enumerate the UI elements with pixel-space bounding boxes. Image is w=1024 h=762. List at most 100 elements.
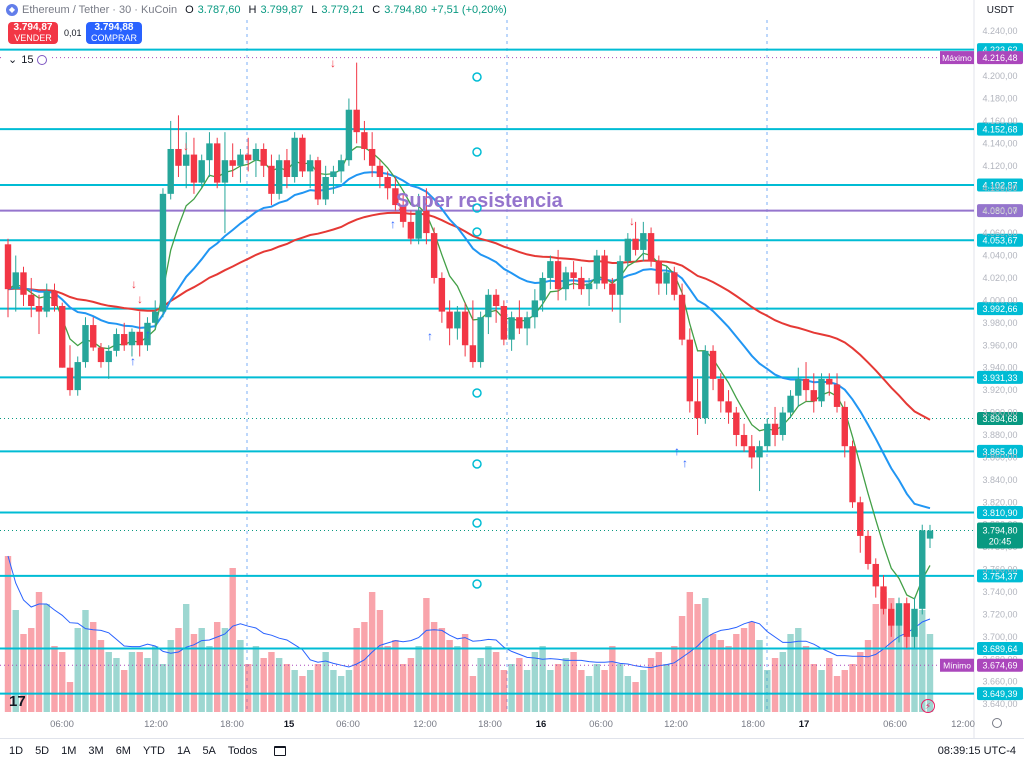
alarm-icon <box>472 579 482 589</box>
spread-value: 0,01 <box>64 28 82 38</box>
candle-body <box>299 137 306 172</box>
candle-body <box>787 395 794 413</box>
candle-body <box>857 502 864 536</box>
y-tick-label: 4.160,00 <box>982 116 1017 126</box>
candle-body <box>926 530 934 539</box>
sell-button[interactable]: 3.794,87 VENDER <box>8 22 58 44</box>
y-tick-label: 3.720,00 <box>982 609 1017 619</box>
volume-bar <box>919 610 926 712</box>
candle-body <box>632 238 639 250</box>
currency-selector[interactable]: USDT <box>982 3 1018 18</box>
level-label-0: 4.223,62 <box>982 45 1017 55</box>
timeframe-6m[interactable]: 6M <box>115 744 131 757</box>
timeframe-5y[interactable]: 5A <box>202 744 216 757</box>
volume-bar <box>709 634 717 712</box>
candle-body <box>337 160 345 172</box>
timeframe-all[interactable]: Todos <box>227 744 258 757</box>
candle-body <box>508 317 515 340</box>
sell-signal-arrow-icon: ↓ <box>183 139 189 153</box>
gear-icon[interactable] <box>992 718 1002 728</box>
timeframe-3m[interactable]: 3M <box>88 744 104 757</box>
timeframe-ytd[interactable]: YTD <box>142 744 165 757</box>
timeframe-1y[interactable]: 1A <box>176 744 191 757</box>
level-tag-11 <box>977 641 1023 655</box>
candle-body <box>20 272 27 295</box>
volume-bar <box>144 658 151 712</box>
volume-bar <box>113 658 120 712</box>
buy-signal-arrow-icon: ↑ <box>682 456 688 470</box>
candle-body <box>609 283 616 295</box>
volume-bar <box>446 640 453 712</box>
candle-body <box>330 171 337 178</box>
candle-body <box>810 390 817 402</box>
symbol-label[interactable]: Ethereum / Tether · 30 · KuCoin <box>22 4 178 16</box>
candle-body <box>213 143 221 183</box>
x-tick-label: 06:00 <box>50 719 74 730</box>
candle-body <box>206 143 213 161</box>
candle-body <box>438 277 446 312</box>
volume-bar <box>717 640 725 712</box>
volume-bar <box>322 652 329 712</box>
volume-bar <box>593 664 601 712</box>
y-tick-label: 4.120,00 <box>982 161 1017 171</box>
close-value: 3.794,80 <box>384 4 428 16</box>
candle-body <box>601 255 608 284</box>
candle-body <box>888 608 895 626</box>
candle-body <box>686 339 694 402</box>
candle-body <box>198 160 205 183</box>
volume-bar <box>733 634 740 712</box>
candle-body <box>578 277 585 290</box>
candle-body <box>717 378 725 402</box>
candle-body <box>461 311 469 346</box>
timeframe-1d[interactable]: 1D <box>9 744 24 757</box>
candle-body <box>268 165 275 194</box>
flash-icon[interactable]: ⚡ <box>921 699 935 713</box>
y-tick-label: 3.880,00 <box>982 430 1017 440</box>
volume-bar <box>795 628 802 712</box>
chevron-down-icon[interactable]: ⌄ <box>8 54 18 66</box>
volume-bar <box>764 670 771 712</box>
volume-bar <box>647 658 655 712</box>
price-chart[interactable]: 4.223,62 4.152,68 4.102,87 4.080,07 4.053,67… <box>0 0 1024 738</box>
candle-body <box>368 148 376 166</box>
volume-bar <box>415 646 422 712</box>
candle-body <box>322 177 329 200</box>
volume-bar <box>392 640 399 712</box>
x-tick-label: 16 <box>536 719 547 730</box>
volume-bar <box>59 652 66 712</box>
y-tick-label: 3.960,00 <box>982 340 1017 350</box>
low-label: L <box>311 4 318 16</box>
tradingview-logo[interactable]: 17 <box>9 693 26 710</box>
candle-body <box>903 603 910 637</box>
x-tick-label: 12:00 <box>664 719 688 730</box>
volume-bar <box>430 622 438 712</box>
timeframe-5d[interactable]: 5D <box>35 744 50 757</box>
candle-body <box>709 350 717 379</box>
indicator-visibility-icon[interactable] <box>37 54 48 65</box>
volume-bar <box>152 646 159 712</box>
alarm-icon <box>472 459 482 469</box>
candle-body <box>725 401 732 413</box>
indicator-legend[interactable]: ⌄ 15 <box>4 52 52 67</box>
volume-bar <box>306 670 314 712</box>
candle-body <box>183 154 190 166</box>
volume-bar <box>725 646 732 712</box>
sell-signal-arrow-icon: ↓ <box>629 214 635 228</box>
candle-body <box>833 384 841 407</box>
alarm-icon <box>472 203 482 213</box>
candle-body <box>919 530 926 609</box>
candle-body <box>430 233 438 278</box>
candle-body <box>399 205 407 222</box>
calendar-icon[interactable] <box>274 745 287 756</box>
candle-body <box>407 221 415 239</box>
volume-bar <box>237 640 244 712</box>
volume-bar <box>213 622 221 712</box>
buy-button[interactable]: 3.794,88 COMPRAR <box>86 22 142 44</box>
candle-body <box>345 109 353 161</box>
timeframe-1m[interactable]: 1M <box>61 744 77 757</box>
volume-bar <box>671 646 678 712</box>
candle-body <box>59 305 66 368</box>
alarm-icon <box>472 72 482 82</box>
volume-bar <box>872 604 879 712</box>
y-tick-label: 4.060,00 <box>982 228 1017 238</box>
